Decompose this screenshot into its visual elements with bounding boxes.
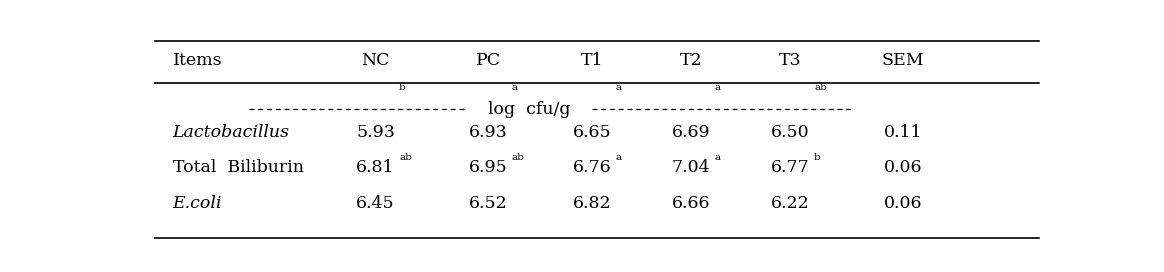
Text: a: a (512, 83, 518, 92)
Text: a: a (715, 153, 721, 162)
Text: a: a (715, 83, 721, 92)
Text: log  cfu/g: log cfu/g (488, 101, 570, 118)
Text: 5.93: 5.93 (356, 124, 395, 141)
Text: 7.04: 7.04 (672, 159, 710, 176)
Text: 6.66: 6.66 (672, 194, 710, 212)
Text: b: b (814, 153, 821, 162)
Text: 6.45: 6.45 (356, 194, 395, 212)
Text: 6.81: 6.81 (356, 159, 395, 176)
Text: T3: T3 (779, 52, 802, 69)
Text: 0.06: 0.06 (883, 159, 923, 176)
Text: Items: Items (172, 52, 222, 69)
Text: 6.77: 6.77 (771, 159, 810, 176)
Text: NC: NC (361, 52, 390, 69)
Text: ab: ab (814, 83, 826, 92)
Text: 6.95: 6.95 (469, 159, 508, 176)
Text: E.coli: E.coli (172, 194, 222, 212)
Text: 6.65: 6.65 (573, 124, 611, 141)
Text: 0.11: 0.11 (883, 124, 923, 141)
Text: a: a (616, 153, 622, 162)
Text: PC: PC (476, 52, 501, 69)
Text: T2: T2 (680, 52, 703, 69)
Text: ab: ab (512, 153, 525, 162)
Text: b: b (399, 83, 406, 92)
Text: 0.06: 0.06 (883, 194, 923, 212)
Text: 6.69: 6.69 (672, 124, 710, 141)
Text: Total  Biliburin: Total Biliburin (172, 159, 304, 176)
Text: 6.76: 6.76 (573, 159, 611, 176)
Text: 6.22: 6.22 (771, 194, 810, 212)
Text: SEM: SEM (882, 52, 924, 69)
Text: Lactobacillus: Lactobacillus (172, 124, 290, 141)
Text: ab: ab (399, 153, 412, 162)
Text: T1: T1 (581, 52, 603, 69)
Text: a: a (616, 83, 622, 92)
Text: 6.50: 6.50 (772, 124, 810, 141)
Text: 6.52: 6.52 (469, 194, 508, 212)
Text: 6.93: 6.93 (469, 124, 508, 141)
Text: 6.82: 6.82 (573, 194, 611, 212)
